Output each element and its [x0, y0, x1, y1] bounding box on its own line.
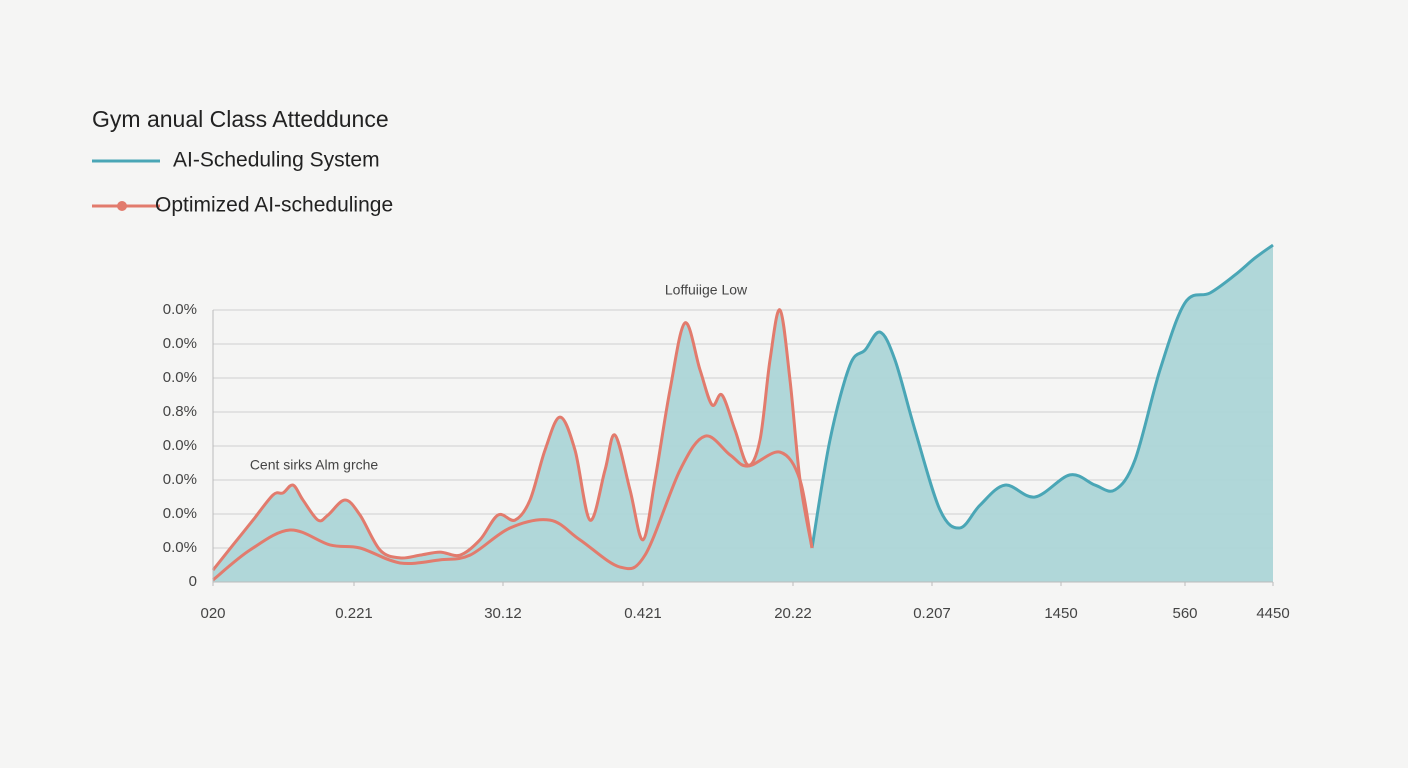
line — [810, 243, 1274, 549]
legend-label: Optimized AI-schedulinge — [155, 194, 393, 217]
legend: AI-Scheduling System Optimized AI-schedul… — [92, 149, 393, 217]
x-tick-label: 560 — [1172, 605, 1197, 622]
y-tick-label: 0.0% — [163, 471, 197, 488]
area — [812, 245, 1273, 582]
y-tick-label: 0.0% — [163, 335, 197, 352]
line — [211, 308, 814, 572]
plot-area — [211, 243, 1274, 582]
legend-marker — [117, 201, 127, 211]
x-tick-label: 0.421 — [624, 605, 662, 622]
chart-title: Gym anual Class Atteddunce — [92, 106, 389, 132]
axes: 0 0.0% 0.0% 0.0% 0.0% 0.8% 0.0% 0.0% 0.0% 020 0.22… — [163, 301, 1290, 622]
x-tick-label: 20.22 — [774, 605, 812, 622]
x-tick-label: 1450 — [1044, 605, 1077, 622]
annotation: Cent sirks Alm grche — [250, 457, 379, 473]
y-tick-label: 0.0% — [163, 437, 197, 454]
y-tick-label: 0.0% — [163, 301, 197, 318]
legend-label: AI-Scheduling System — [173, 149, 380, 172]
x-tick-label: 30.12 — [484, 605, 522, 622]
x-tick-label: 0.221 — [335, 605, 373, 622]
y-tick-label: 0.0% — [163, 539, 197, 556]
y-tick-label: 0.8% — [163, 403, 197, 420]
y-tick-label: 0.0% — [163, 505, 197, 522]
x-tick-label: 0.207 — [913, 605, 951, 622]
x-tick-label: 020 — [200, 605, 225, 622]
y-tick-label: 0 — [189, 573, 197, 590]
x-tick-label: 4450 — [1256, 605, 1289, 622]
line — [212, 434, 814, 582]
annotation: Loffuiige Low — [665, 282, 748, 298]
y-tick-label: 0.0% — [163, 369, 197, 386]
